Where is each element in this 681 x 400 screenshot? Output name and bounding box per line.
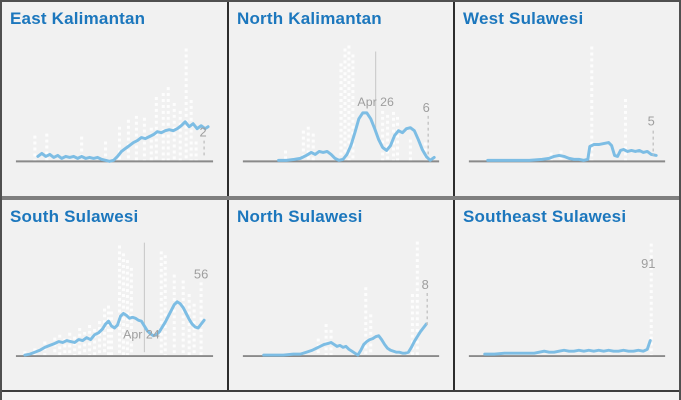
panel-north-kalimantan[interactable]: North Kalimantan Apr 26 6 <box>229 2 453 196</box>
latest-value-label: 6 <box>423 100 430 115</box>
latest-value-label: 2 <box>200 125 207 140</box>
trend-line <box>486 141 658 162</box>
sparkline-chart: Apr 24 56 <box>15 242 214 358</box>
trend-line <box>277 111 436 162</box>
sparkline-chart: 91 <box>468 243 666 358</box>
trend-line <box>483 339 652 356</box>
panel-title: East Kalimantan <box>10 9 146 28</box>
panel-southeast-sulawesi[interactable]: Southeast Sulawesi 91 <box>455 200 679 390</box>
panel-title: South Sulawesi <box>10 207 139 226</box>
panel-title: North Sulawesi <box>237 207 363 226</box>
latest-value-label: 5 <box>648 114 655 129</box>
sparkline-chart: 8 <box>242 241 440 358</box>
trend-line <box>36 120 210 163</box>
panel-north-sulawesi[interactable]: North Sulawesi 8 <box>229 200 453 390</box>
panel-title: Southeast Sulawesi <box>463 207 627 226</box>
panel-title: North Kalimantan <box>237 9 382 28</box>
latest-value-label: 56 <box>194 267 208 282</box>
panel-west-sulawesi[interactable]: West Sulawesi 5 <box>455 2 679 196</box>
bottom-border-line <box>2 390 679 392</box>
sparkline-chart: 5 <box>468 46 666 163</box>
date-annotation: Apr 24 <box>123 328 160 342</box>
trend-line <box>262 322 428 357</box>
column-divider <box>453 2 455 400</box>
trend-line <box>23 300 206 357</box>
sparkline-chart: Apr 26 6 <box>242 45 440 163</box>
column-divider <box>227 2 229 400</box>
cropped-next-row-strip <box>2 392 679 400</box>
sparkline-chart: 2 <box>15 48 214 163</box>
panel-south-sulawesi[interactable]: South Sulawesi Apr 24 56 <box>2 200 227 390</box>
panel-east-kalimantan[interactable]: East Kalimantan 2 <box>2 2 227 196</box>
row-divider <box>2 196 679 200</box>
latest-value-label: 91 <box>641 256 655 271</box>
panel-title: West Sulawesi <box>463 9 584 28</box>
latest-value-label: 8 <box>422 277 429 292</box>
date-annotation: Apr 26 <box>357 95 394 109</box>
